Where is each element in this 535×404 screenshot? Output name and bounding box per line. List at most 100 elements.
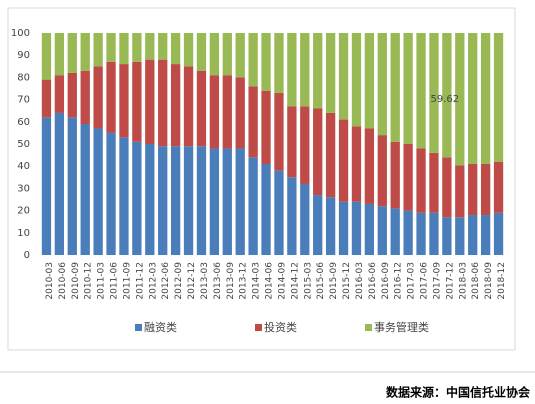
bar-segment [183, 33, 194, 67]
bar-segment [455, 33, 465, 166]
bar-segment [106, 61, 116, 133]
bar-segment [80, 33, 90, 71]
bar-segment [480, 163, 491, 216]
bar-segment [351, 201, 362, 255]
bar-segment [196, 146, 207, 255]
bar-segment [480, 215, 491, 255]
bar-segment [351, 126, 362, 202]
bar-segment [274, 92, 284, 171]
x-tick-label: 2012-09 [174, 262, 184, 300]
bar-segment [274, 170, 284, 255]
y-tick-label: 0 [24, 250, 30, 261]
x-tick-label: 2018-06 [471, 262, 481, 300]
y-tick-label: 100 [11, 28, 30, 39]
bar-segment [364, 33, 375, 129]
bar-segment [325, 197, 336, 255]
bar-segment [248, 33, 258, 87]
x-tick-label: 2016-09 [381, 262, 391, 300]
x-tick-label: 2017-12 [445, 262, 455, 300]
legend-label: 事务管理类 [374, 320, 429, 334]
x-tick-label: 2016-03 [355, 262, 365, 300]
bar-segment [248, 157, 258, 255]
bar-segment [416, 212, 426, 255]
bar-segment [377, 135, 387, 207]
bar-segment [41, 117, 52, 255]
bar-segment [119, 137, 129, 255]
bar-segment [338, 33, 349, 120]
bar-segment [261, 33, 271, 91]
bar-segment [106, 33, 116, 62]
bar-segment [261, 90, 271, 164]
bar-segment [41, 33, 52, 80]
x-tick-label: 2018-03 [458, 262, 468, 300]
x-tick-label: 2015-12 [342, 262, 352, 300]
bar-segment [377, 206, 387, 255]
x-tick-label: 2015-03 [303, 262, 313, 300]
bar-segment [119, 33, 129, 65]
bar-segment [313, 195, 323, 255]
x-tick-label: 2014-09 [277, 262, 287, 300]
x-tick-label: 2010-09 [71, 262, 81, 300]
chart-frame [7, 7, 516, 351]
x-tick-label: 2018-09 [484, 262, 494, 300]
source: 数据来源：中国信托业协会 [386, 385, 531, 400]
bar-segment [364, 128, 375, 204]
bar-segment [145, 33, 155, 60]
bar-segment [196, 70, 207, 147]
bar-segment [403, 144, 413, 211]
bar-segment [41, 79, 52, 118]
y-tick-label: 60 [17, 117, 30, 128]
bar-segment [287, 177, 297, 255]
bar-segment [390, 208, 400, 255]
bar-segment [287, 33, 297, 107]
bar-segment [222, 148, 232, 255]
bar-segment [493, 33, 504, 162]
x-tick-label: 2013-03 [200, 262, 210, 300]
bar-segment [325, 112, 336, 198]
x-tick-label: 2013-06 [213, 262, 223, 300]
bar-segment [93, 128, 103, 255]
bar-segment [209, 75, 220, 149]
bar-segment [416, 33, 426, 149]
bar-segment [377, 33, 387, 136]
bar-segment [287, 106, 297, 178]
y-tick-label: 90 [17, 50, 30, 61]
bar-segment [429, 212, 439, 255]
bar-segment [119, 64, 129, 138]
bar-segment [468, 163, 478, 216]
x-tick-label: 2017-03 [407, 262, 417, 300]
bar-segment [416, 148, 426, 213]
bar-segment [158, 33, 168, 60]
y-tick-label: 20 [17, 206, 30, 217]
x-tick-label: 2010-03 [45, 262, 55, 300]
bar-segment [145, 144, 155, 255]
x-tick-label: 2014-03 [252, 262, 262, 300]
bar-segment [209, 33, 220, 76]
x-tick-label: 2012-06 [161, 262, 171, 300]
x-tick-label: 2010-12 [84, 262, 94, 300]
bar-segment [67, 117, 77, 255]
bar-segment [80, 124, 90, 256]
bar-segment [170, 64, 181, 147]
bar-segment [158, 146, 168, 255]
bar-segment [468, 33, 478, 164]
bar-segment [170, 33, 181, 65]
bar-segment [325, 33, 336, 113]
x-tick-label: 2012-03 [148, 262, 158, 300]
bar-segment [54, 112, 65, 255]
bar-segment [300, 183, 310, 255]
bar-segment [364, 203, 375, 255]
legend-label: 融资类 [144, 320, 177, 334]
bar-segment [235, 77, 245, 149]
x-tick-label: 2011-09 [122, 262, 132, 300]
bar-segment [442, 217, 452, 255]
x-tick-label: 2014-06 [265, 262, 275, 300]
bar-segment [196, 33, 207, 71]
x-tick-label: 2012-12 [187, 262, 197, 300]
bar-segment [222, 33, 232, 76]
bar-segment [209, 148, 220, 255]
legend-swatch [365, 324, 372, 331]
legend-swatch [135, 324, 142, 331]
bar-segment [235, 33, 245, 78]
